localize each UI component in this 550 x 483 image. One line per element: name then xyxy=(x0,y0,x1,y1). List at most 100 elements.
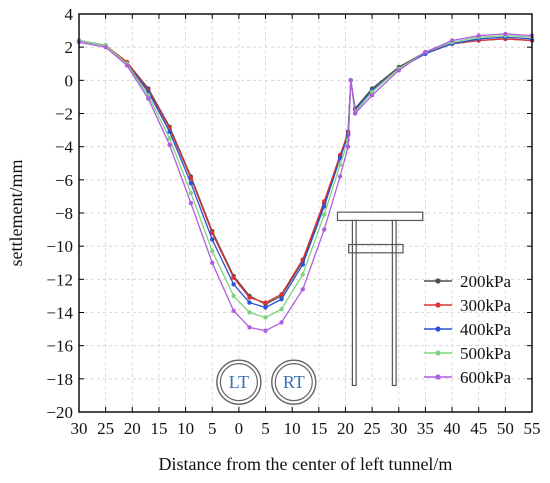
x-tick-label: 20 xyxy=(124,419,141,438)
y-tick-label: −12 xyxy=(46,270,73,289)
x-axis-label: Distance from the center of left tunnel/… xyxy=(159,454,453,474)
structure-middle-slab xyxy=(348,243,404,254)
x-tick-label: 35 xyxy=(417,419,434,438)
y-tick-label: −10 xyxy=(46,237,73,256)
series-point xyxy=(423,49,428,55)
y-tick-label: −18 xyxy=(46,370,73,389)
series-point xyxy=(279,307,284,312)
series-point xyxy=(231,293,236,299)
y-tick-label: 4 xyxy=(65,5,74,24)
series-point xyxy=(167,136,172,141)
series-point xyxy=(279,297,284,302)
series-point xyxy=(322,227,327,232)
left-tunnel-outer-ring xyxy=(216,359,262,405)
series-point xyxy=(231,282,236,287)
x-tick-label: 25 xyxy=(364,419,381,438)
series-point xyxy=(449,38,455,43)
series-point xyxy=(188,190,194,196)
y-tick-label: −16 xyxy=(46,337,73,356)
legend-label: 400kPa xyxy=(460,320,511,339)
series-point xyxy=(210,248,215,254)
series-point xyxy=(352,111,358,116)
x-tick-label: 40 xyxy=(444,419,461,438)
x-tick-label: 45 xyxy=(470,419,487,438)
series-point xyxy=(337,174,343,179)
legend-label: 500kPa xyxy=(460,344,511,363)
legend: 200kPa 300kPa 400kPa 500kPa 600kPa xyxy=(424,272,511,387)
y-tick-label: −6 xyxy=(55,171,73,190)
series-point xyxy=(279,320,284,325)
series-point xyxy=(167,142,172,148)
axis-ticks: 30 25 20 15 10 5 0 5 10 15 20 25 30 35 40 45 50 55420−2−4… xyxy=(46,5,540,438)
series-point xyxy=(124,63,130,68)
series-point xyxy=(348,78,353,83)
x-tick-label: 10 xyxy=(177,419,194,438)
legend-label: 200kPa xyxy=(460,272,511,291)
x-tick-label: 55 xyxy=(524,419,541,438)
series-point xyxy=(167,129,172,134)
left-tunnel-label: LT xyxy=(229,372,249,392)
series-point xyxy=(263,305,268,310)
series-line-200kPa xyxy=(78,38,533,305)
series-point xyxy=(231,275,236,280)
x-tick-label: 10 xyxy=(284,419,301,438)
series-line-300kPa xyxy=(78,38,533,304)
x-tick-label: 15 xyxy=(150,419,167,438)
tunnel-markers: LT RT xyxy=(216,359,317,405)
right-tunnel-outer-ring xyxy=(271,359,317,405)
series-point xyxy=(263,315,268,320)
series-point xyxy=(369,93,375,98)
x-tick-label: 25 xyxy=(97,419,114,438)
series-point xyxy=(247,325,252,330)
x-tick-label: 15 xyxy=(310,419,327,438)
x-tick-label: 5 xyxy=(261,419,270,438)
structure-roof-slab xyxy=(336,211,424,222)
series-point xyxy=(247,310,252,315)
series-line-400kPa xyxy=(78,36,533,309)
left-tunnel-inner-ring xyxy=(219,363,258,402)
y-tick-label: −2 xyxy=(55,105,73,124)
legend-swatch-marker xyxy=(435,350,441,356)
series-lines xyxy=(76,31,535,333)
structure-pile-right xyxy=(391,219,397,387)
series-point xyxy=(345,144,351,149)
series-point xyxy=(188,181,194,186)
series-point xyxy=(263,300,268,305)
series-point xyxy=(503,31,508,37)
x-tick-label: 30 xyxy=(71,419,88,438)
structure-pile-left xyxy=(351,219,357,387)
legend-swatch-marker xyxy=(435,302,441,308)
x-tick-label: 30 xyxy=(390,419,407,438)
series-line-600kPa xyxy=(78,33,533,332)
legend-label: 300kPa xyxy=(460,296,511,315)
series-point xyxy=(146,96,151,101)
x-tick-label: 50 xyxy=(497,419,514,438)
series-point xyxy=(279,292,284,297)
y-tick-label: −20 xyxy=(46,403,73,422)
structure-schematic xyxy=(336,211,424,387)
y-tick-label: 2 xyxy=(65,38,74,57)
series-point xyxy=(476,33,481,38)
series-point xyxy=(322,212,327,217)
series-point xyxy=(210,260,215,265)
series-point xyxy=(103,45,108,50)
series-point xyxy=(322,204,327,209)
x-tick-label: 5 xyxy=(208,419,217,438)
series-point xyxy=(369,89,375,95)
series-point xyxy=(300,272,305,277)
series-point xyxy=(337,162,343,168)
legend-swatch-marker xyxy=(435,278,441,284)
series-point xyxy=(247,300,252,305)
right-tunnel-inner-ring xyxy=(274,363,313,402)
series-point xyxy=(210,230,215,236)
y-tick-label: −14 xyxy=(46,304,73,323)
series-point xyxy=(396,68,401,73)
right-tunnel-label: RT xyxy=(283,372,305,392)
series-point xyxy=(210,237,215,242)
series-point xyxy=(247,295,252,300)
series-point xyxy=(231,308,236,313)
x-tick-label: 20 xyxy=(337,419,354,438)
y-tick-label: 0 xyxy=(65,71,74,90)
